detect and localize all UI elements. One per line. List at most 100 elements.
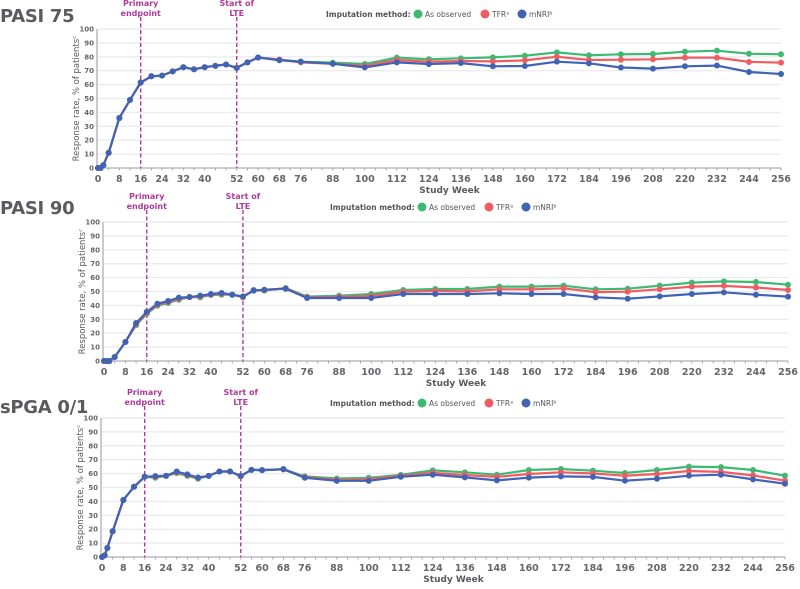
data-point-mnri bbox=[207, 291, 214, 298]
legend-label: mNRIᵇ bbox=[533, 399, 557, 408]
y-axis-title: Response rate, % of patientsᶜ bbox=[78, 229, 88, 355]
x-tick-label: 244 bbox=[739, 174, 759, 185]
gridlines bbox=[98, 28, 781, 155]
data-point-mnri bbox=[175, 294, 182, 301]
y-tick-label: 20 bbox=[88, 526, 98, 534]
y-tick-label: 30 bbox=[84, 123, 94, 131]
y-tick-label: 60 bbox=[90, 274, 100, 282]
data-point-mnri bbox=[143, 308, 150, 315]
y-tick-label: 90 bbox=[88, 428, 98, 436]
legend-marker bbox=[521, 398, 531, 408]
data-point-mnri bbox=[276, 57, 283, 64]
data-point-mnri bbox=[720, 289, 727, 296]
data-point-tfr bbox=[785, 286, 791, 293]
data-point-mnri bbox=[120, 497, 127, 504]
data-point-mnri bbox=[304, 295, 311, 302]
data-point-mnri bbox=[681, 63, 688, 70]
x-tick-label: 16 bbox=[138, 563, 152, 574]
legend-label: As observed bbox=[429, 399, 475, 408]
x-tick-label: 0 bbox=[95, 174, 102, 185]
x-tick-label: 232 bbox=[711, 563, 731, 574]
legend-item-tfr: TFRᵃ bbox=[484, 202, 513, 212]
data-point-mnri bbox=[432, 291, 439, 298]
chart-panel-pasi90: PASI 90 0 10 20 30 40 50 60 70 80 90 100 0 8 16 24 32 40… bbox=[0, 192, 800, 389]
data-point-mnri bbox=[191, 66, 198, 73]
data-point-mnri bbox=[329, 60, 336, 67]
data-point-tfr bbox=[489, 58, 496, 65]
data-point-mnri bbox=[393, 59, 400, 66]
x-tick-label: 68 bbox=[277, 563, 291, 574]
data-point-mnri bbox=[333, 477, 340, 484]
x-tick-label: 100 bbox=[359, 563, 379, 574]
data-point-mnri bbox=[749, 476, 756, 483]
x-tick-label: 100 bbox=[355, 174, 375, 185]
data-point-mnri bbox=[280, 466, 287, 473]
x-tick-label: 232 bbox=[707, 174, 727, 185]
x-tick-label: 160 bbox=[522, 367, 542, 378]
x-tick-label: 196 bbox=[611, 174, 631, 185]
data-point-mnri bbox=[159, 72, 166, 79]
series-mnri bbox=[101, 285, 791, 364]
data-point-mnri bbox=[461, 474, 468, 481]
data-point-tfr bbox=[617, 56, 624, 63]
x-tick-label: 16 bbox=[140, 367, 154, 378]
panel-title: PASI 90 bbox=[0, 198, 75, 219]
data-point-mnri bbox=[400, 291, 407, 298]
x-tick-label: 76 bbox=[300, 367, 314, 378]
legend-label: mNRIᵇ bbox=[533, 203, 557, 212]
data-point-mnri bbox=[489, 63, 496, 70]
x-tick-label: 52 bbox=[234, 563, 247, 574]
y-tick-label: 70 bbox=[90, 260, 100, 268]
x-tick-label: 208 bbox=[647, 563, 667, 574]
data-point-mnri bbox=[557, 473, 564, 480]
data-point-mnri bbox=[127, 96, 134, 103]
annotation-label: Primary bbox=[129, 192, 165, 201]
annotation-label: Primary bbox=[123, 0, 159, 8]
y-tick-label: 80 bbox=[88, 442, 98, 450]
y-tick-label: 40 bbox=[84, 109, 94, 117]
data-point-mnri bbox=[195, 474, 202, 481]
x-tick-label: 148 bbox=[483, 174, 503, 185]
legend-item-observed: As observed bbox=[413, 9, 471, 19]
data-point-observed bbox=[778, 51, 784, 58]
data-point-mnri bbox=[122, 338, 129, 345]
annotation-label: endpoint bbox=[127, 202, 168, 211]
data-point-mnri bbox=[592, 294, 599, 301]
x-tick-label: 112 bbox=[393, 367, 413, 378]
data-point-mnri bbox=[425, 61, 432, 68]
y-tick-label: 10 bbox=[90, 344, 100, 352]
legend-item-mnri: mNRIᵇ bbox=[517, 9, 553, 19]
legend-title: Imputation method: bbox=[330, 203, 415, 212]
data-point-mnri bbox=[109, 528, 116, 535]
data-point-mnri bbox=[105, 149, 112, 156]
data-point-mnri bbox=[685, 472, 692, 479]
data-point-mnri bbox=[301, 474, 308, 481]
annotation-label: Start of bbox=[223, 388, 258, 397]
annotation-label: LTE bbox=[236, 202, 251, 211]
legend-label: TFRᵃ bbox=[491, 10, 509, 19]
legend-title: Imputation method: bbox=[330, 399, 415, 408]
data-point-observed bbox=[720, 278, 727, 285]
gridlines bbox=[102, 417, 785, 544]
data-point-mnri bbox=[104, 544, 111, 551]
x-tick-label: 208 bbox=[650, 367, 670, 378]
data-point-observed bbox=[553, 49, 560, 56]
series-line-tfr bbox=[101, 468, 786, 558]
data-point-tfr bbox=[688, 283, 695, 290]
y-tick-label: 100 bbox=[79, 26, 94, 34]
legend-item-mnri: mNRIᵇ bbox=[521, 202, 557, 212]
chart-panel-spga: sPGA 0/1 0 10 20 30 40 50 60 70 80 90 100 0 8 16 24 32 4… bbox=[0, 387, 800, 589]
data-point-tfr bbox=[621, 472, 628, 479]
data-point-mnri bbox=[656, 293, 663, 300]
annotation-label: LTE bbox=[233, 398, 248, 407]
x-tick-label: 112 bbox=[391, 563, 411, 574]
data-point-mnri bbox=[133, 320, 140, 327]
series-line-tfr bbox=[104, 284, 789, 363]
data-point-mnri bbox=[148, 73, 155, 80]
data-point-mnri bbox=[429, 471, 436, 478]
x-tick-label: 208 bbox=[643, 174, 663, 185]
chart-panel-pasi75: PASI 75 0 10 20 30 40 50 60 70 80 90 100 0 8 16 24 32 40… bbox=[0, 0, 800, 196]
data-point-mnri bbox=[100, 162, 107, 169]
x-tick-label: 100 bbox=[361, 367, 381, 378]
x-tick-label: 136 bbox=[455, 563, 475, 574]
